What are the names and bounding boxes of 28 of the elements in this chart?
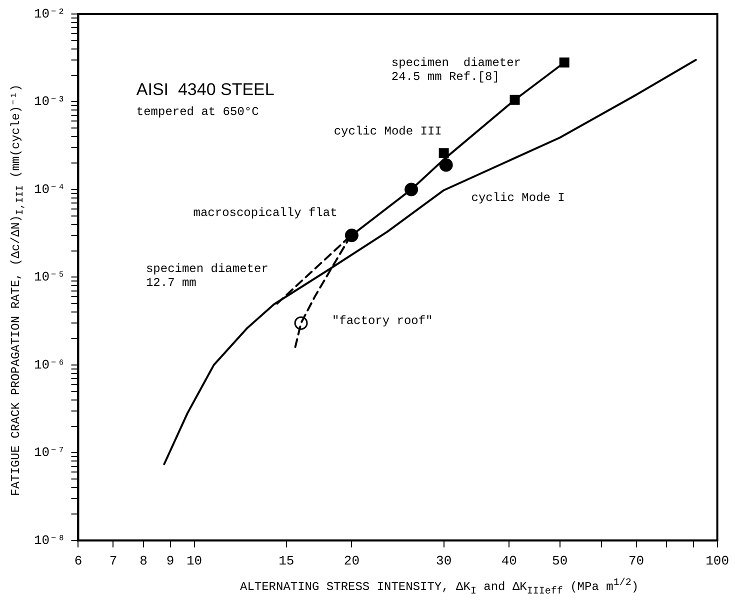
x-tick-label: 30	[436, 554, 452, 569]
x-tick-label: 70	[628, 554, 644, 569]
x-tick-label: 9	[166, 554, 174, 569]
x-tick-label: 8	[140, 554, 148, 569]
annotation: "factory roof"	[332, 314, 433, 328]
x-tick-label: 6	[74, 554, 82, 569]
y-tick-label: 10⁻⁷	[34, 445, 66, 460]
y-tick-label: 10⁻³	[34, 94, 66, 110]
x-tick-label: 7	[109, 554, 118, 569]
x-tick-label: 20	[344, 554, 360, 569]
x-tick-label: 15	[278, 554, 294, 569]
y-tick-label: 10⁻⁴	[34, 182, 66, 197]
annotation: cyclic Mode III	[334, 124, 442, 139]
annotation: cyclic Mode I	[471, 190, 565, 205]
annotation: AISI 4340 STEEL	[136, 80, 274, 100]
x-axis-title: ALTERNATING STRESS INTENSITY, ΔK$_{I}$ and ΔK$_{IIIeff}$ (MPa m$^{1/2}$)	[240, 578, 639, 598]
x-tick-label: 100	[706, 554, 729, 569]
annotation: specimen diameter 12.7 mm	[146, 262, 268, 290]
annotation: specimen diameter 24.5 mm Ref.[8]	[391, 56, 521, 84]
x-tick-label: 10	[186, 554, 202, 569]
x-tick-label: 50	[552, 554, 568, 569]
y-tick-label: 10⁻⁶	[34, 357, 66, 372]
y-tick-label: 10⁻⁸	[34, 532, 66, 548]
x-tick-label: 40	[501, 554, 517, 569]
y-tick-label: 10⁻²	[34, 6, 66, 22]
annotation: tempered at 650°C	[136, 105, 259, 120]
annotation: macroscopically flat	[193, 206, 338, 220]
y-tick-label: 10⁻⁵	[34, 270, 66, 285]
